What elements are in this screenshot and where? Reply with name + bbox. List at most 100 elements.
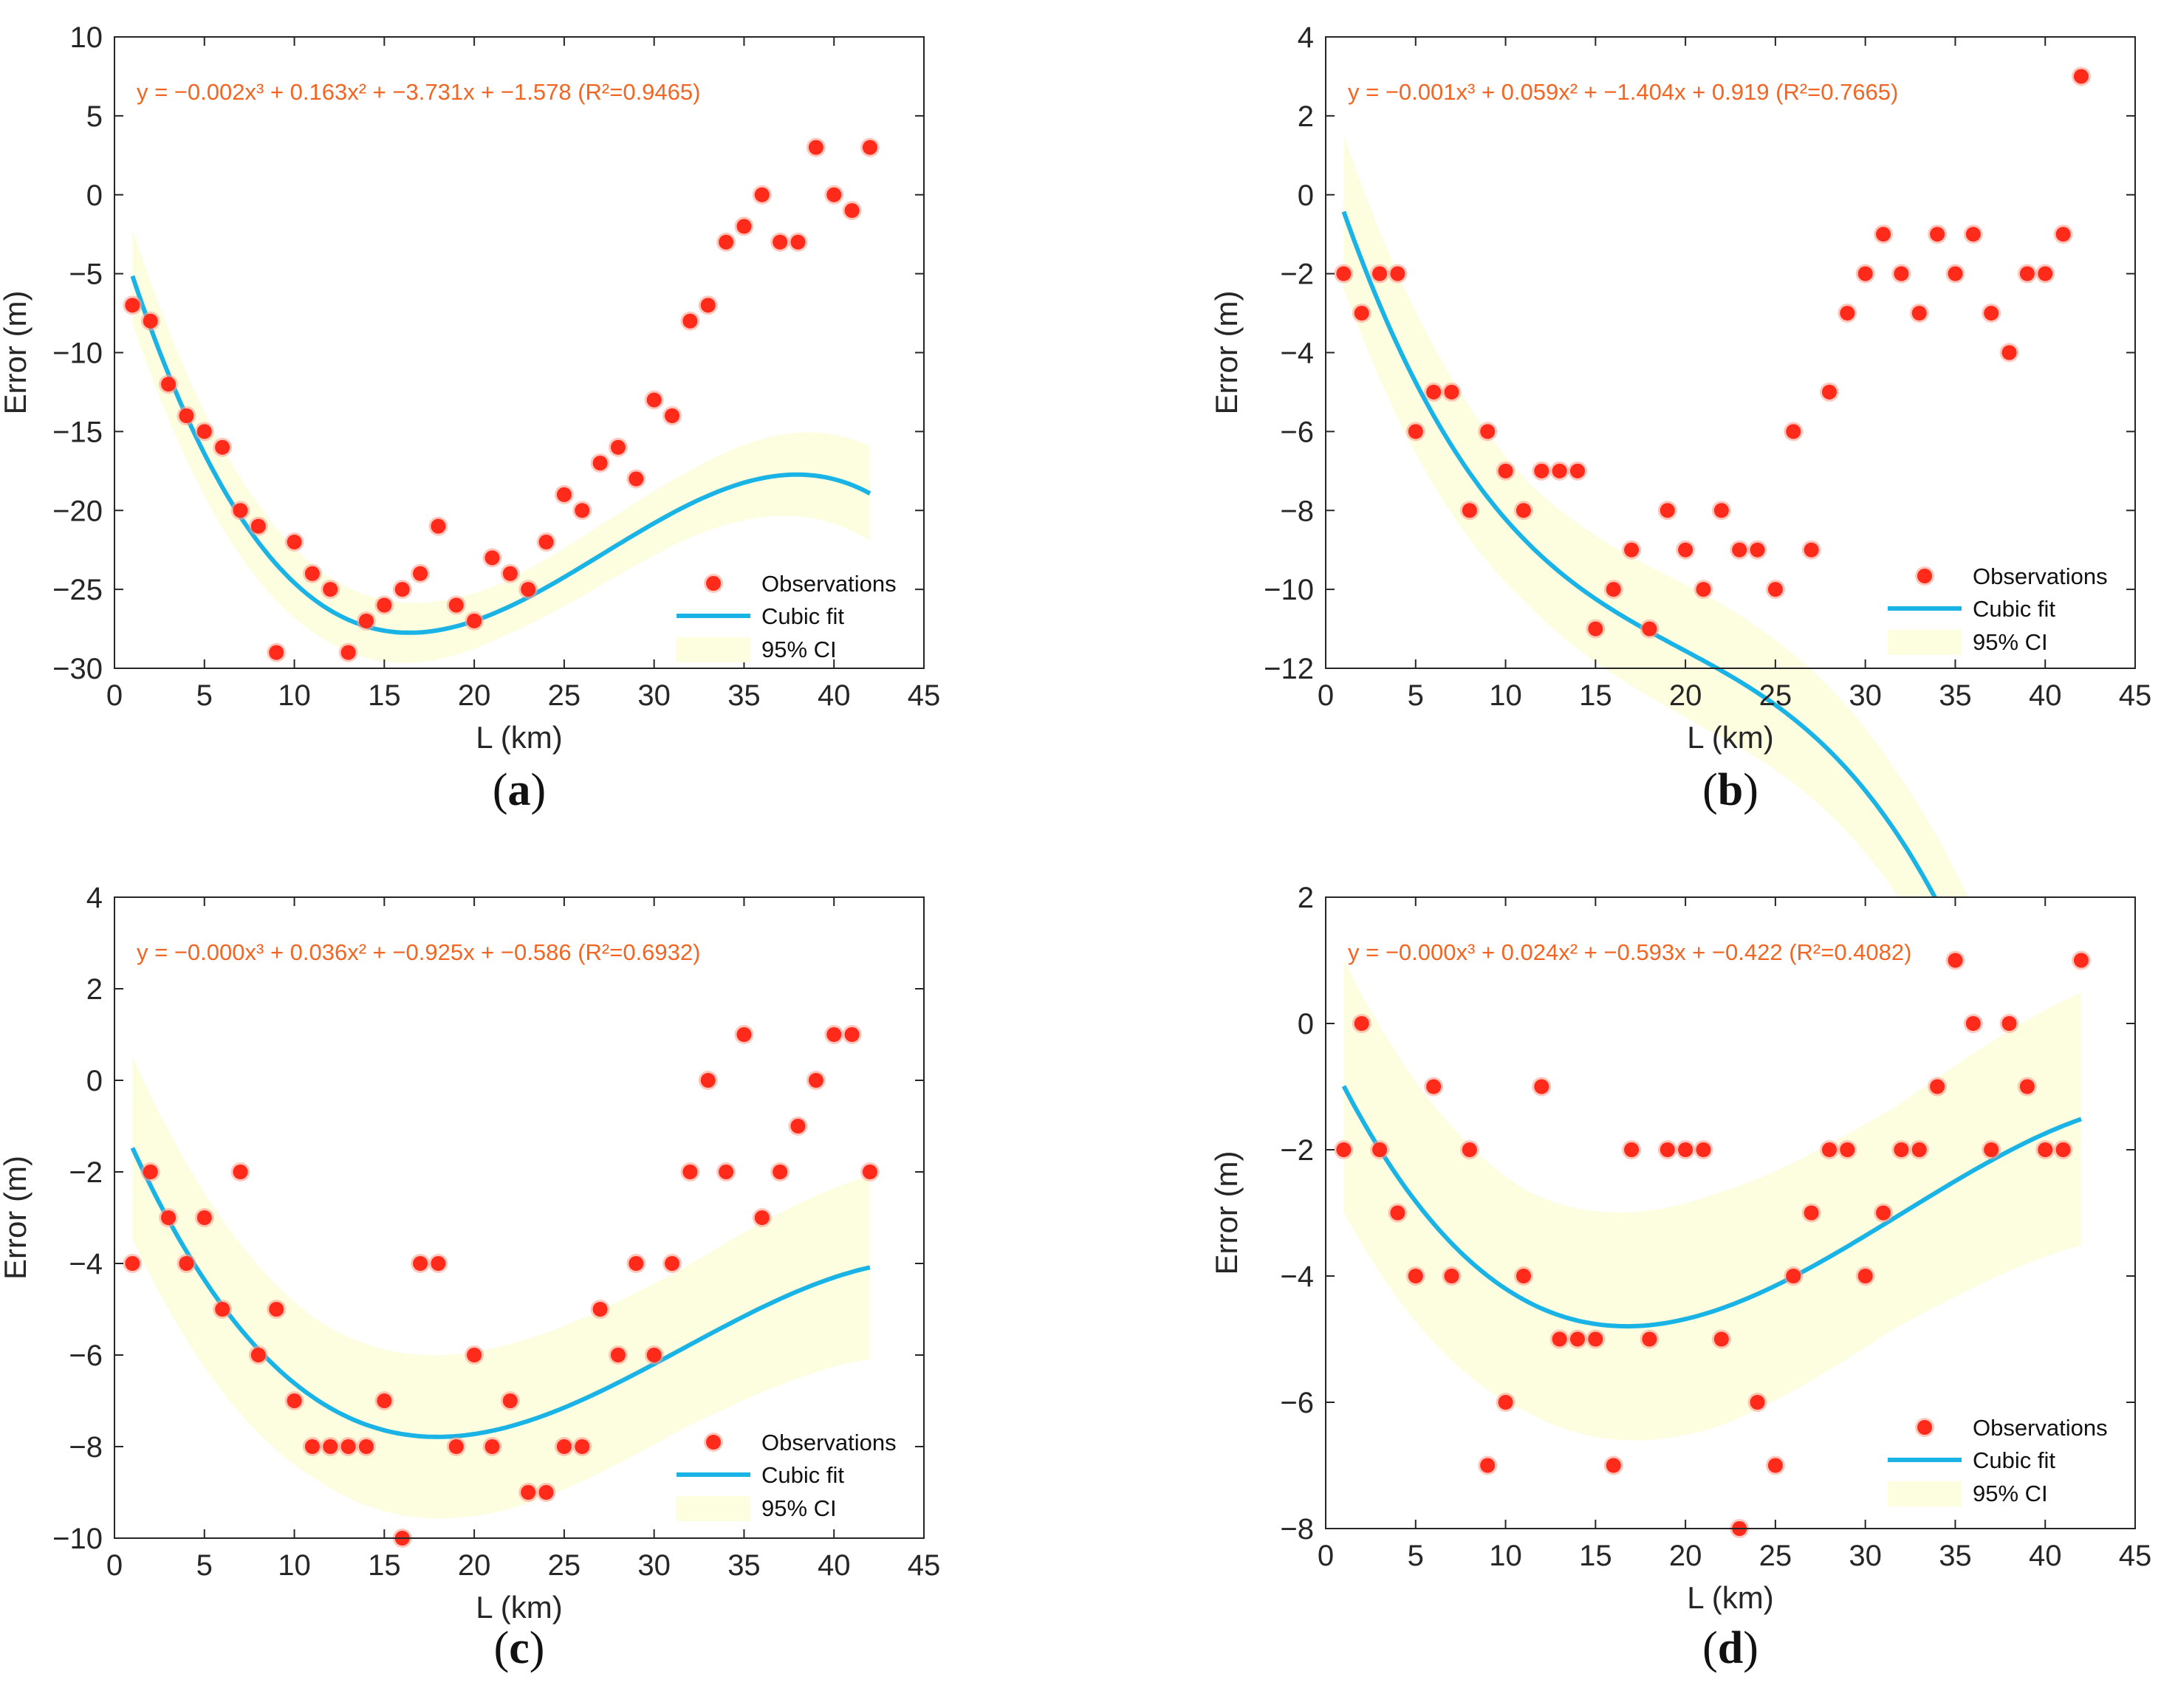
- observation-point: [1588, 621, 1603, 637]
- observation-point: [1516, 1269, 1531, 1283]
- legend-cubic-fit: Cubic fit: [1973, 1447, 2055, 1473]
- observation-point: [358, 613, 374, 628]
- y-tick-label: −8: [1280, 495, 1314, 527]
- observation-point: [250, 1348, 266, 1362]
- legend-observation-icon: [1917, 1420, 1932, 1435]
- y-tick-label: 4: [86, 882, 103, 914]
- panel-label-open: (: [493, 765, 508, 815]
- y-tick-label: 2: [86, 973, 103, 1006]
- observation-point: [592, 1302, 608, 1317]
- y-tick-label: −10: [52, 1523, 103, 1555]
- observation-point: [1444, 1269, 1459, 1283]
- observation-point: [125, 298, 140, 313]
- observation-point: [215, 439, 230, 455]
- observation-point: [790, 1119, 806, 1133]
- observation-point: [1804, 542, 1819, 558]
- observation-point: [1408, 424, 1423, 439]
- observation-point: [1696, 1142, 1711, 1157]
- x-tick-label: 20: [1669, 679, 1702, 712]
- observation-point: [556, 1439, 572, 1454]
- observation-point: [1696, 582, 1711, 597]
- observation-point: [1426, 1079, 1442, 1094]
- y-tick-label: −4: [69, 1248, 103, 1280]
- x-tick-label: 20: [458, 679, 491, 712]
- x-tick-label: 5: [196, 1549, 213, 1582]
- observation-point: [646, 392, 662, 408]
- observation-point: [1965, 227, 1981, 242]
- observation-point: [2073, 953, 2089, 968]
- observation-point: [1894, 1142, 1909, 1157]
- observation-point: [377, 1393, 392, 1408]
- x-tick-label: 30: [637, 679, 671, 712]
- x-tick-label: 10: [278, 679, 311, 712]
- observation-point: [610, 439, 626, 455]
- x-tick-label: 10: [1489, 679, 1522, 712]
- y-tick-label: 10: [70, 21, 103, 54]
- x-tick-label: 25: [548, 679, 581, 712]
- observation-point: [538, 1485, 554, 1500]
- panel-label-close: ): [1743, 765, 1758, 815]
- observation-point: [2073, 69, 2089, 84]
- y-tick-label: 2: [1298, 100, 1314, 133]
- x-tick-label: 0: [1318, 679, 1334, 712]
- y-tick-label: −30: [52, 653, 103, 685]
- observation-point: [808, 140, 823, 155]
- observation-point: [808, 1073, 823, 1088]
- x-tick-label: 45: [908, 679, 941, 712]
- y-tick-label: −20: [52, 495, 103, 527]
- observation-point: [592, 456, 608, 471]
- observation-point: [719, 1165, 734, 1179]
- x-tick-label: 25: [1759, 1540, 1792, 1572]
- y-tick-label: −6: [1280, 416, 1314, 448]
- legend-observations: Observations: [1973, 563, 2108, 589]
- observation-point: [826, 187, 842, 202]
- observation-point: [215, 1302, 230, 1317]
- observation-point: [773, 1165, 788, 1179]
- observation-point: [304, 1439, 320, 1454]
- observation-point: [1857, 266, 1873, 281]
- observation-point: [665, 1256, 680, 1271]
- x-tick-label: 45: [908, 1549, 941, 1582]
- x-tick-label: 15: [368, 679, 401, 712]
- observation-point: [1660, 1142, 1675, 1157]
- observation-point: [1804, 1205, 1819, 1221]
- chart-panel-c: 0 5 10 15 20 25 30 35 40 45 −10 −8 −6 −4 −2 0 2 4 L (km) Er…: [0, 882, 940, 1673]
- x-tick-label: 5: [196, 679, 213, 712]
- legend-ci: 95% CI: [1973, 629, 2048, 655]
- legend-observation-icon: [706, 576, 721, 591]
- y-tick-label: −6: [1280, 1387, 1314, 1419]
- observation-point: [1480, 424, 1496, 439]
- observation-point: [736, 1027, 752, 1042]
- observation-point: [340, 645, 356, 660]
- x-tick-label: 15: [1579, 1540, 1612, 1572]
- x-tick-label: 5: [1408, 679, 1424, 712]
- cubic-fit-line: [130, 275, 871, 635]
- observation-point: [269, 1302, 284, 1317]
- observation-point: [1948, 953, 1963, 968]
- observation-point: [269, 645, 284, 660]
- observation-point: [1569, 1331, 1585, 1347]
- y-tick-label: −2: [1280, 258, 1314, 291]
- observation-point: [629, 471, 644, 487]
- observation-point: [1840, 306, 1855, 321]
- observation-point: [646, 1348, 662, 1362]
- x-tick-label: 35: [727, 1549, 761, 1582]
- y-tick-label: 2: [1298, 882, 1314, 914]
- x-tick-label: 40: [818, 679, 851, 712]
- axis-box: [1325, 896, 2136, 1529]
- observation-point: [1678, 542, 1693, 558]
- legend-cubic-fit: Cubic fit: [761, 1462, 844, 1488]
- observation-point: [196, 1210, 212, 1225]
- x-axis-label: L (km): [476, 720, 562, 755]
- observation-point: [1857, 1269, 1873, 1283]
- panel-label-letter: d: [1718, 1623, 1743, 1673]
- observation-point: [2055, 1142, 2071, 1157]
- observation-point: [413, 1256, 428, 1271]
- ci-band: [132, 1056, 870, 1519]
- observation-point: [575, 503, 590, 518]
- observation-point: [484, 1439, 500, 1454]
- x-tick-label: 0: [106, 679, 123, 712]
- observation-point: [2019, 1079, 2035, 1094]
- y-axis-label: Error (m): [1209, 291, 1244, 415]
- fit-equation: y = −0.000x³ + 0.036x² + −0.925x + −0.58…: [137, 939, 700, 965]
